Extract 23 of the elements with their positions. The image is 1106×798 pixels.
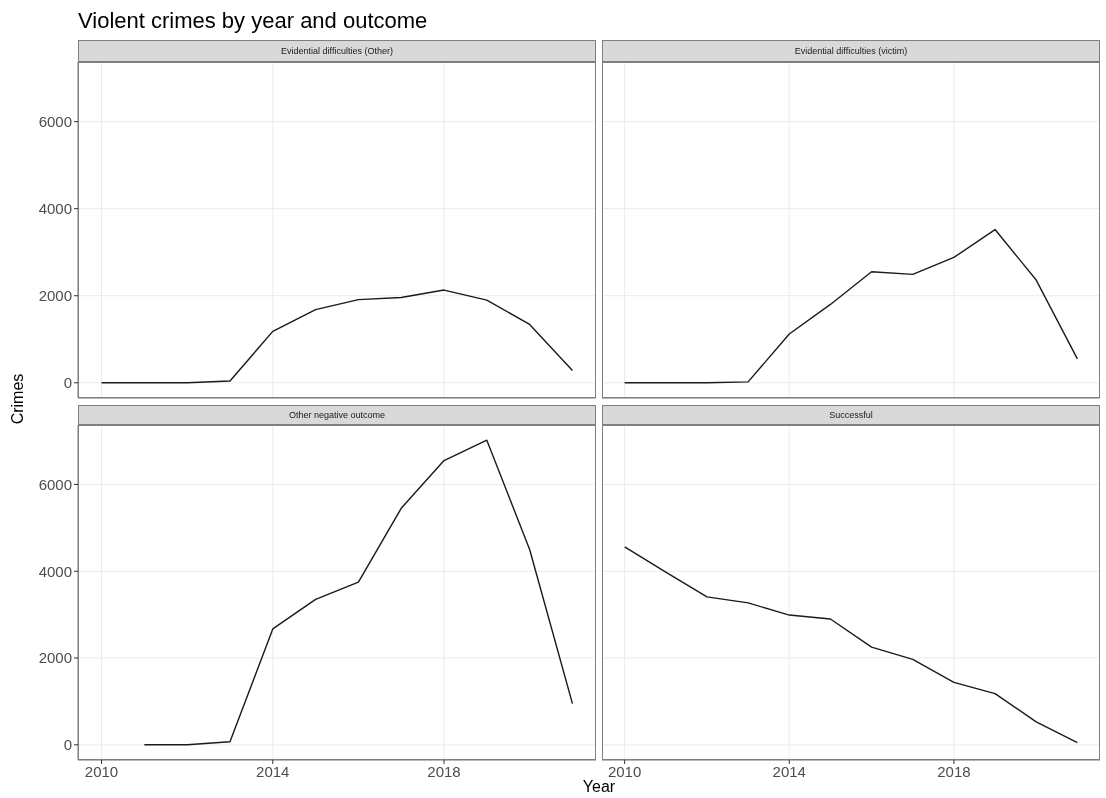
chart-subtitle: Successful [602,405,1100,425]
y-axis-title: Crimes [9,372,27,427]
chart-subtitle: Evidential difficulties (victim) [602,40,1100,62]
x-axis-title: Year [581,778,617,796]
x-tick-label: 2014 [772,762,806,780]
y-tick-label: 6000 [38,112,72,130]
y-tick-label: 6000 [38,475,72,493]
x-tick-label: 2018 [427,762,461,780]
line-series [100,289,574,384]
chart-subtitle: Evidential difficulties (Other) [78,40,596,62]
chart-title: Violent crimes by year and outcome [78,8,428,34]
x-tick-label: 2010 [84,762,119,780]
chart-subtitle: Other negative outcome [78,405,596,425]
x-tick-label: 2010 [607,762,642,780]
x-tick-label: 2014 [256,762,290,780]
y-tick-label: 0 [63,736,72,754]
y-tick-label: 4000 [38,200,72,217]
x-tick-label: 2018 [937,762,971,780]
y-tick-label: 2000 [38,287,72,305]
line-series [143,439,574,746]
y-tick-label: 2000 [38,649,72,667]
y-tick-label: 4000 [38,562,72,580]
y-tick-label: 0 [63,374,72,392]
